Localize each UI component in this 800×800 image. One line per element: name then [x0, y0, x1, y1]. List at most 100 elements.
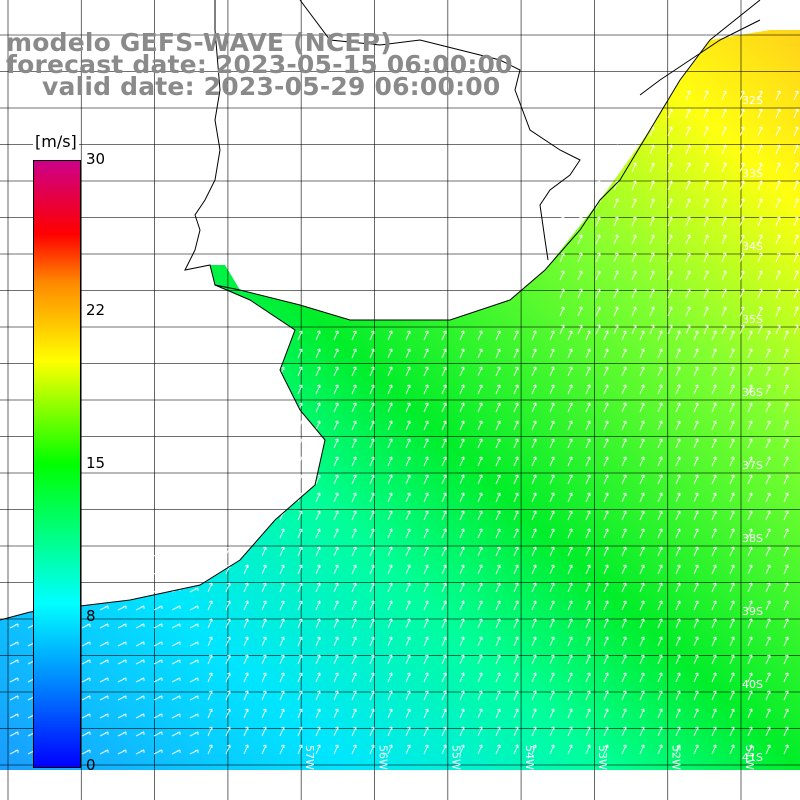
wind-arrow — [315, 708, 321, 719]
wind-arrow — [729, 348, 735, 359]
wind-arrow — [603, 420, 609, 431]
wind-arrow — [477, 384, 483, 395]
wind-arrow — [783, 582, 789, 593]
wind-arrow — [477, 510, 483, 521]
wind-arrow — [405, 744, 411, 755]
wind-arrow — [711, 564, 717, 575]
wind-arrow — [567, 708, 573, 719]
wind-arrow — [99, 659, 109, 665]
wind-arrow — [639, 492, 645, 503]
wind-arrow — [721, 234, 727, 245]
wind-arrow — [297, 708, 303, 719]
wind-arrow — [153, 731, 163, 737]
wind-arrow — [351, 438, 357, 449]
wind-arrow — [477, 438, 483, 449]
wind-arrow — [667, 198, 673, 209]
wind-arrow — [747, 708, 753, 719]
wind-arrow — [513, 744, 519, 755]
wind-arrow — [603, 744, 609, 755]
wind-arrow — [621, 546, 627, 557]
wind-arrow — [297, 546, 303, 557]
wind-arrow — [675, 474, 681, 485]
wind-arrow — [711, 366, 717, 377]
wind-arrow — [459, 582, 465, 593]
wind-arrow — [685, 180, 691, 191]
wind-arrow — [793, 198, 799, 209]
wind-arrow — [729, 582, 735, 593]
wind-arrow — [387, 456, 393, 467]
wind-arrow — [685, 108, 691, 119]
wind-arrow — [189, 677, 199, 683]
wind-arrow — [9, 623, 19, 629]
wind-arrow — [369, 582, 375, 593]
wind-arrow — [135, 695, 145, 701]
wind-arrow — [675, 564, 681, 575]
wind-arrow — [765, 744, 771, 755]
wind-arrow — [369, 708, 375, 719]
wind-arrow — [351, 510, 357, 521]
wind-arrow — [657, 708, 663, 719]
wind-arrow — [621, 708, 627, 719]
wind-arrow — [405, 420, 411, 431]
wind-arrow — [711, 726, 717, 737]
wind-arrow — [351, 618, 357, 629]
wind-arrow — [693, 672, 699, 683]
wind-arrow — [81, 731, 91, 737]
wind-arrow — [783, 564, 789, 575]
wind-arrow — [459, 690, 465, 701]
wind-arrow — [729, 456, 735, 467]
wind-arrow — [279, 330, 285, 341]
wind-arrow — [621, 402, 627, 413]
wind-arrow — [477, 744, 483, 755]
wind-arrow — [351, 528, 357, 539]
wind-arrow — [577, 198, 583, 209]
wind-arrow — [577, 306, 583, 317]
wind-arrow — [117, 551, 127, 557]
wind-arrow — [477, 636, 483, 647]
wind-arrow — [387, 546, 393, 557]
wind-arrow — [721, 198, 727, 209]
wind-arrow — [747, 420, 753, 431]
wind-arrow — [531, 456, 537, 467]
wind-arrow — [261, 726, 267, 737]
wind-arrow — [531, 420, 537, 431]
wind-arrow — [729, 744, 735, 755]
wind-arrow — [703, 162, 709, 173]
wind-arrow — [351, 384, 357, 395]
wind-arrow — [351, 420, 357, 431]
wind-arrow — [721, 306, 727, 317]
wind-arrow — [369, 672, 375, 683]
wind-arrow — [765, 636, 771, 647]
wind-arrow — [657, 618, 663, 629]
wind-arrow — [495, 510, 501, 521]
wind-arrow — [423, 420, 429, 431]
wind-arrow — [405, 384, 411, 395]
wind-arrow — [675, 330, 681, 341]
wind-arrow — [775, 288, 781, 299]
wind-arrow — [729, 330, 735, 341]
colorbar-tick-label: 22 — [86, 301, 106, 319]
wind-arrow — [567, 402, 573, 413]
wind-arrow — [225, 546, 231, 557]
wind-arrow — [405, 366, 411, 377]
wind-arrow — [441, 672, 447, 683]
wind-arrow — [585, 384, 591, 395]
wind-arrow — [135, 569, 145, 575]
wind-arrow — [595, 306, 601, 317]
wind-arrow — [703, 270, 709, 281]
wind-arrow — [585, 528, 591, 539]
wind-arrow — [117, 695, 127, 701]
title-valid-date: valid date: 2023-05-29 06:00:00 — [42, 72, 501, 101]
wind-arrow — [595, 270, 601, 281]
wind-arrow — [513, 654, 519, 665]
wind-arrow — [693, 456, 699, 467]
wind-arrow — [297, 474, 303, 485]
wind-arrow — [261, 600, 267, 611]
wind-arrow — [423, 708, 429, 719]
wind-arrow — [621, 528, 627, 539]
wind-arrow — [531, 438, 537, 449]
wind-arrow — [649, 270, 655, 281]
wind-arrow — [765, 492, 771, 503]
wind-arrow — [315, 366, 321, 377]
wind-arrow — [775, 252, 781, 263]
